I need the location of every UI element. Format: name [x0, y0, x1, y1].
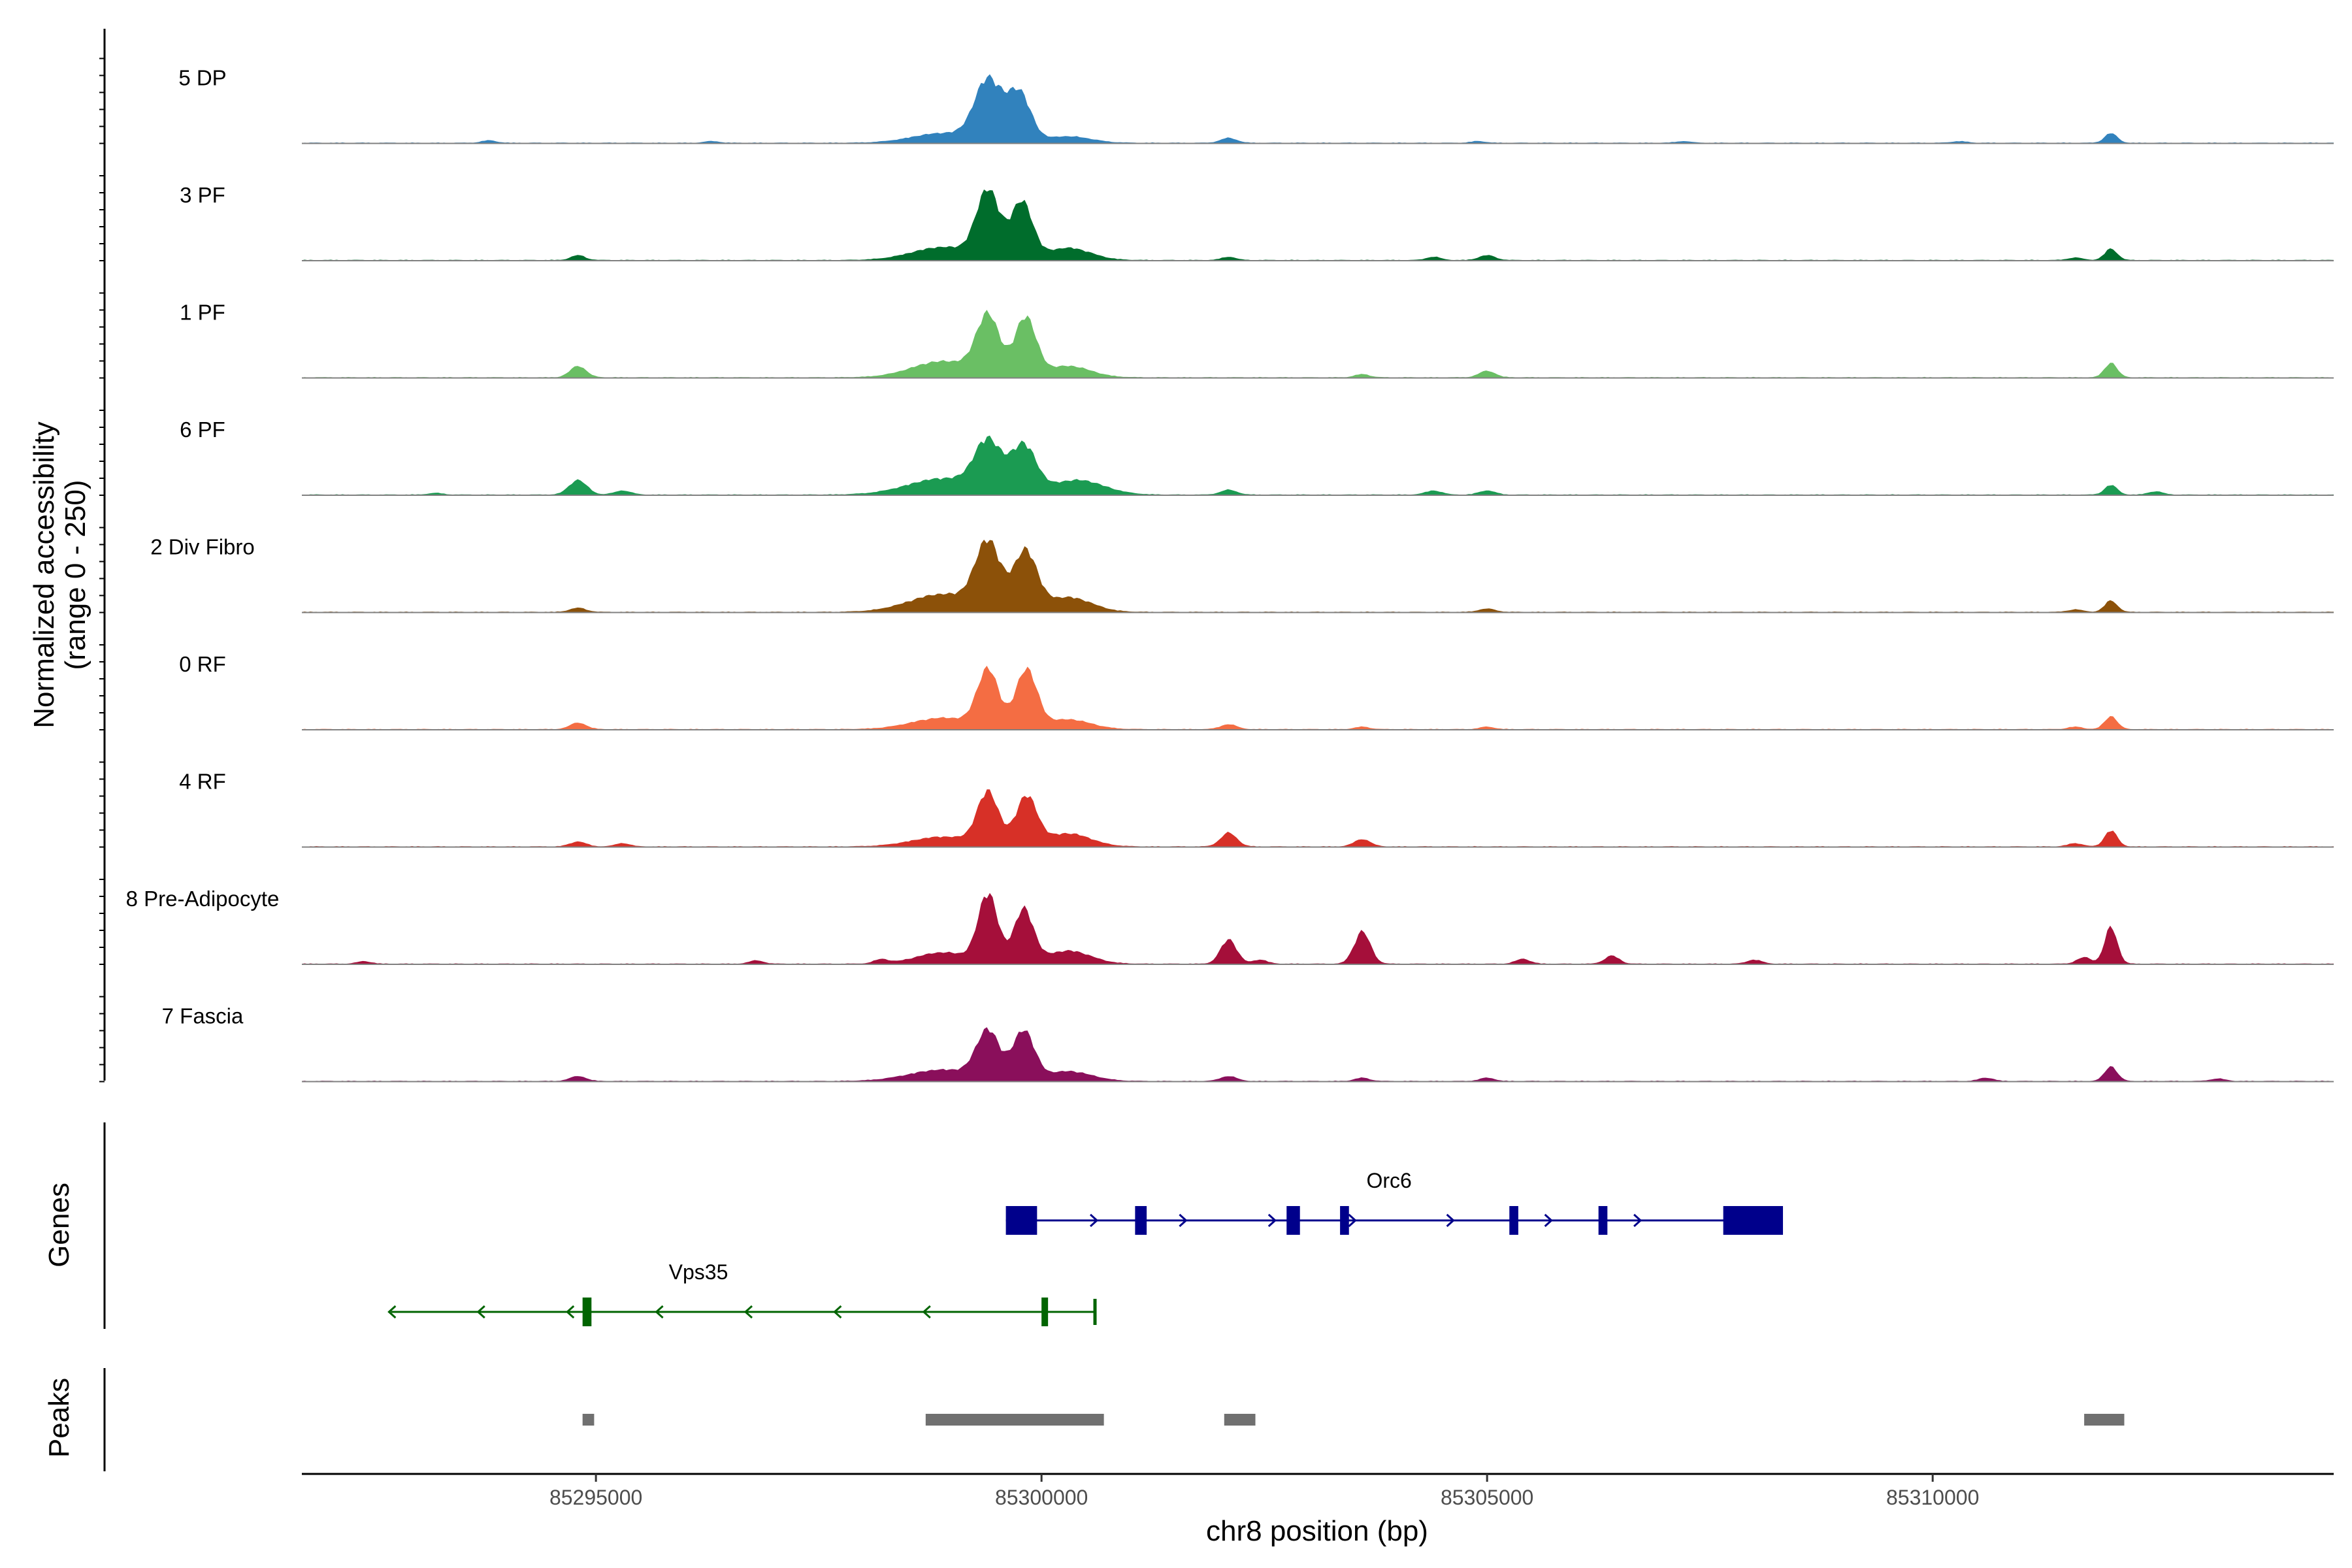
- track-label-2-div-fibro: 2 Div Fibro: [150, 535, 255, 559]
- track-1-pf: 1 PF: [180, 301, 2334, 379]
- strand-arrow: [833, 1305, 842, 1319]
- track-4-rf: 4 RF: [179, 770, 2334, 848]
- x-tick-label: 85305000: [1441, 1486, 1533, 1509]
- strand-arrow: [1179, 1213, 1188, 1228]
- gene-exon: [1135, 1206, 1147, 1235]
- x-tick-label: 85310000: [1886, 1486, 1979, 1509]
- coverage-panel: 5 DP 3 PF 1 PF 6 PF 2 Div Fibro 0 RF 4 RF 8 Pre…: [99, 29, 2334, 1083]
- strand-arrow: [1089, 1213, 1099, 1228]
- coverage-area-2-div-fibro: [302, 540, 2334, 613]
- gene-exon: [1041, 1298, 1049, 1326]
- strand-arrow: [655, 1305, 664, 1319]
- strand-arrow: [387, 1305, 397, 1319]
- coverage-area-6-pf: [302, 435, 2334, 495]
- strand-arrow: [743, 1305, 753, 1319]
- track-2-div-fibro: 2 Div Fibro: [150, 535, 2334, 613]
- track-3-pf: 3 PF: [180, 183, 2334, 261]
- track-7-fascia: 7 Fascia: [162, 1004, 2334, 1083]
- x-tick-label: 85300000: [995, 1486, 1088, 1509]
- y-axis-ticks: [99, 57, 105, 1083]
- x-tick-label: 85295000: [549, 1486, 642, 1509]
- genes-panel: Orc6 Vps35: [103, 1122, 1784, 1329]
- gene-label-vps35: Vps35: [669, 1260, 728, 1284]
- strand-arrow: [1544, 1213, 1553, 1228]
- track-label-8-pre-adipocyte: 8 Pre-Adipocyte: [126, 887, 280, 911]
- strand-arrow: [1267, 1213, 1277, 1228]
- genes-track-title: Genes: [43, 1183, 75, 1267]
- peaks-track-title: Peaks: [43, 1378, 75, 1458]
- gene-exon: [1005, 1206, 1037, 1235]
- coverage-area-4-rf: [302, 789, 2334, 847]
- x-axis: 85295000 85300000 85305000 85310000: [302, 1473, 2334, 1509]
- coverage-area-3-pf: [302, 189, 2334, 261]
- track-5-dp: 5 DP: [178, 66, 2334, 144]
- peak-region: [925, 1414, 1104, 1426]
- coverage-area-5-dp: [302, 74, 2334, 144]
- track-label-5-dp: 5 DP: [178, 66, 226, 90]
- coverage-area-7-fascia: [302, 1027, 2334, 1082]
- track-label-6-pf: 6 PF: [180, 417, 225, 442]
- track-label-4-rf: 4 RF: [179, 770, 226, 794]
- x-axis-title: chr8 position (bp): [1206, 1515, 1428, 1547]
- y-axis-title-line1: Normalized accessibility: [28, 421, 60, 728]
- track-label-1-pf: 1 PF: [180, 301, 225, 325]
- gene-vps35: Vps35: [387, 1260, 1097, 1326]
- strand-arrow: [476, 1305, 485, 1319]
- gene-exon: [1723, 1206, 1784, 1235]
- gene-orc6: Orc6: [1005, 1169, 1784, 1235]
- coverage-area-1-pf: [302, 310, 2334, 378]
- peaks-panel: [103, 1368, 2125, 1471]
- gene-exon: [582, 1298, 592, 1326]
- track-0-rf: 0 RF: [179, 652, 2334, 730]
- strand-arrow: [565, 1305, 575, 1319]
- gene-label-orc6: Orc6: [1366, 1169, 1411, 1192]
- strand-arrow: [1348, 1213, 1357, 1228]
- track-label-7-fascia: 7 Fascia: [162, 1004, 244, 1028]
- track-6-pf: 6 PF: [180, 417, 2334, 496]
- strand-arrow: [922, 1305, 931, 1319]
- strand-arrow: [1446, 1213, 1455, 1228]
- peak-region: [2084, 1414, 2125, 1426]
- track-label-3-pf: 3 PF: [180, 183, 225, 207]
- y-axis-title-line2: (range 0 - 250): [59, 480, 91, 670]
- peak-region: [582, 1414, 595, 1426]
- gene-exon: [1509, 1206, 1518, 1235]
- peak-region: [1224, 1414, 1256, 1426]
- coverage-area-0-rf: [302, 666, 2334, 730]
- track-8-pre-adipocyte: 8 Pre-Adipocyte: [126, 887, 2334, 965]
- gene-exon: [1286, 1206, 1300, 1235]
- gene-exon: [1598, 1206, 1608, 1235]
- coverage-area-8-pre-adipocyte: [302, 892, 2334, 964]
- gene-exon: [1340, 1206, 1349, 1235]
- track-label-0-rf: 0 RF: [179, 652, 226, 676]
- strand-arrow: [1633, 1213, 1642, 1228]
